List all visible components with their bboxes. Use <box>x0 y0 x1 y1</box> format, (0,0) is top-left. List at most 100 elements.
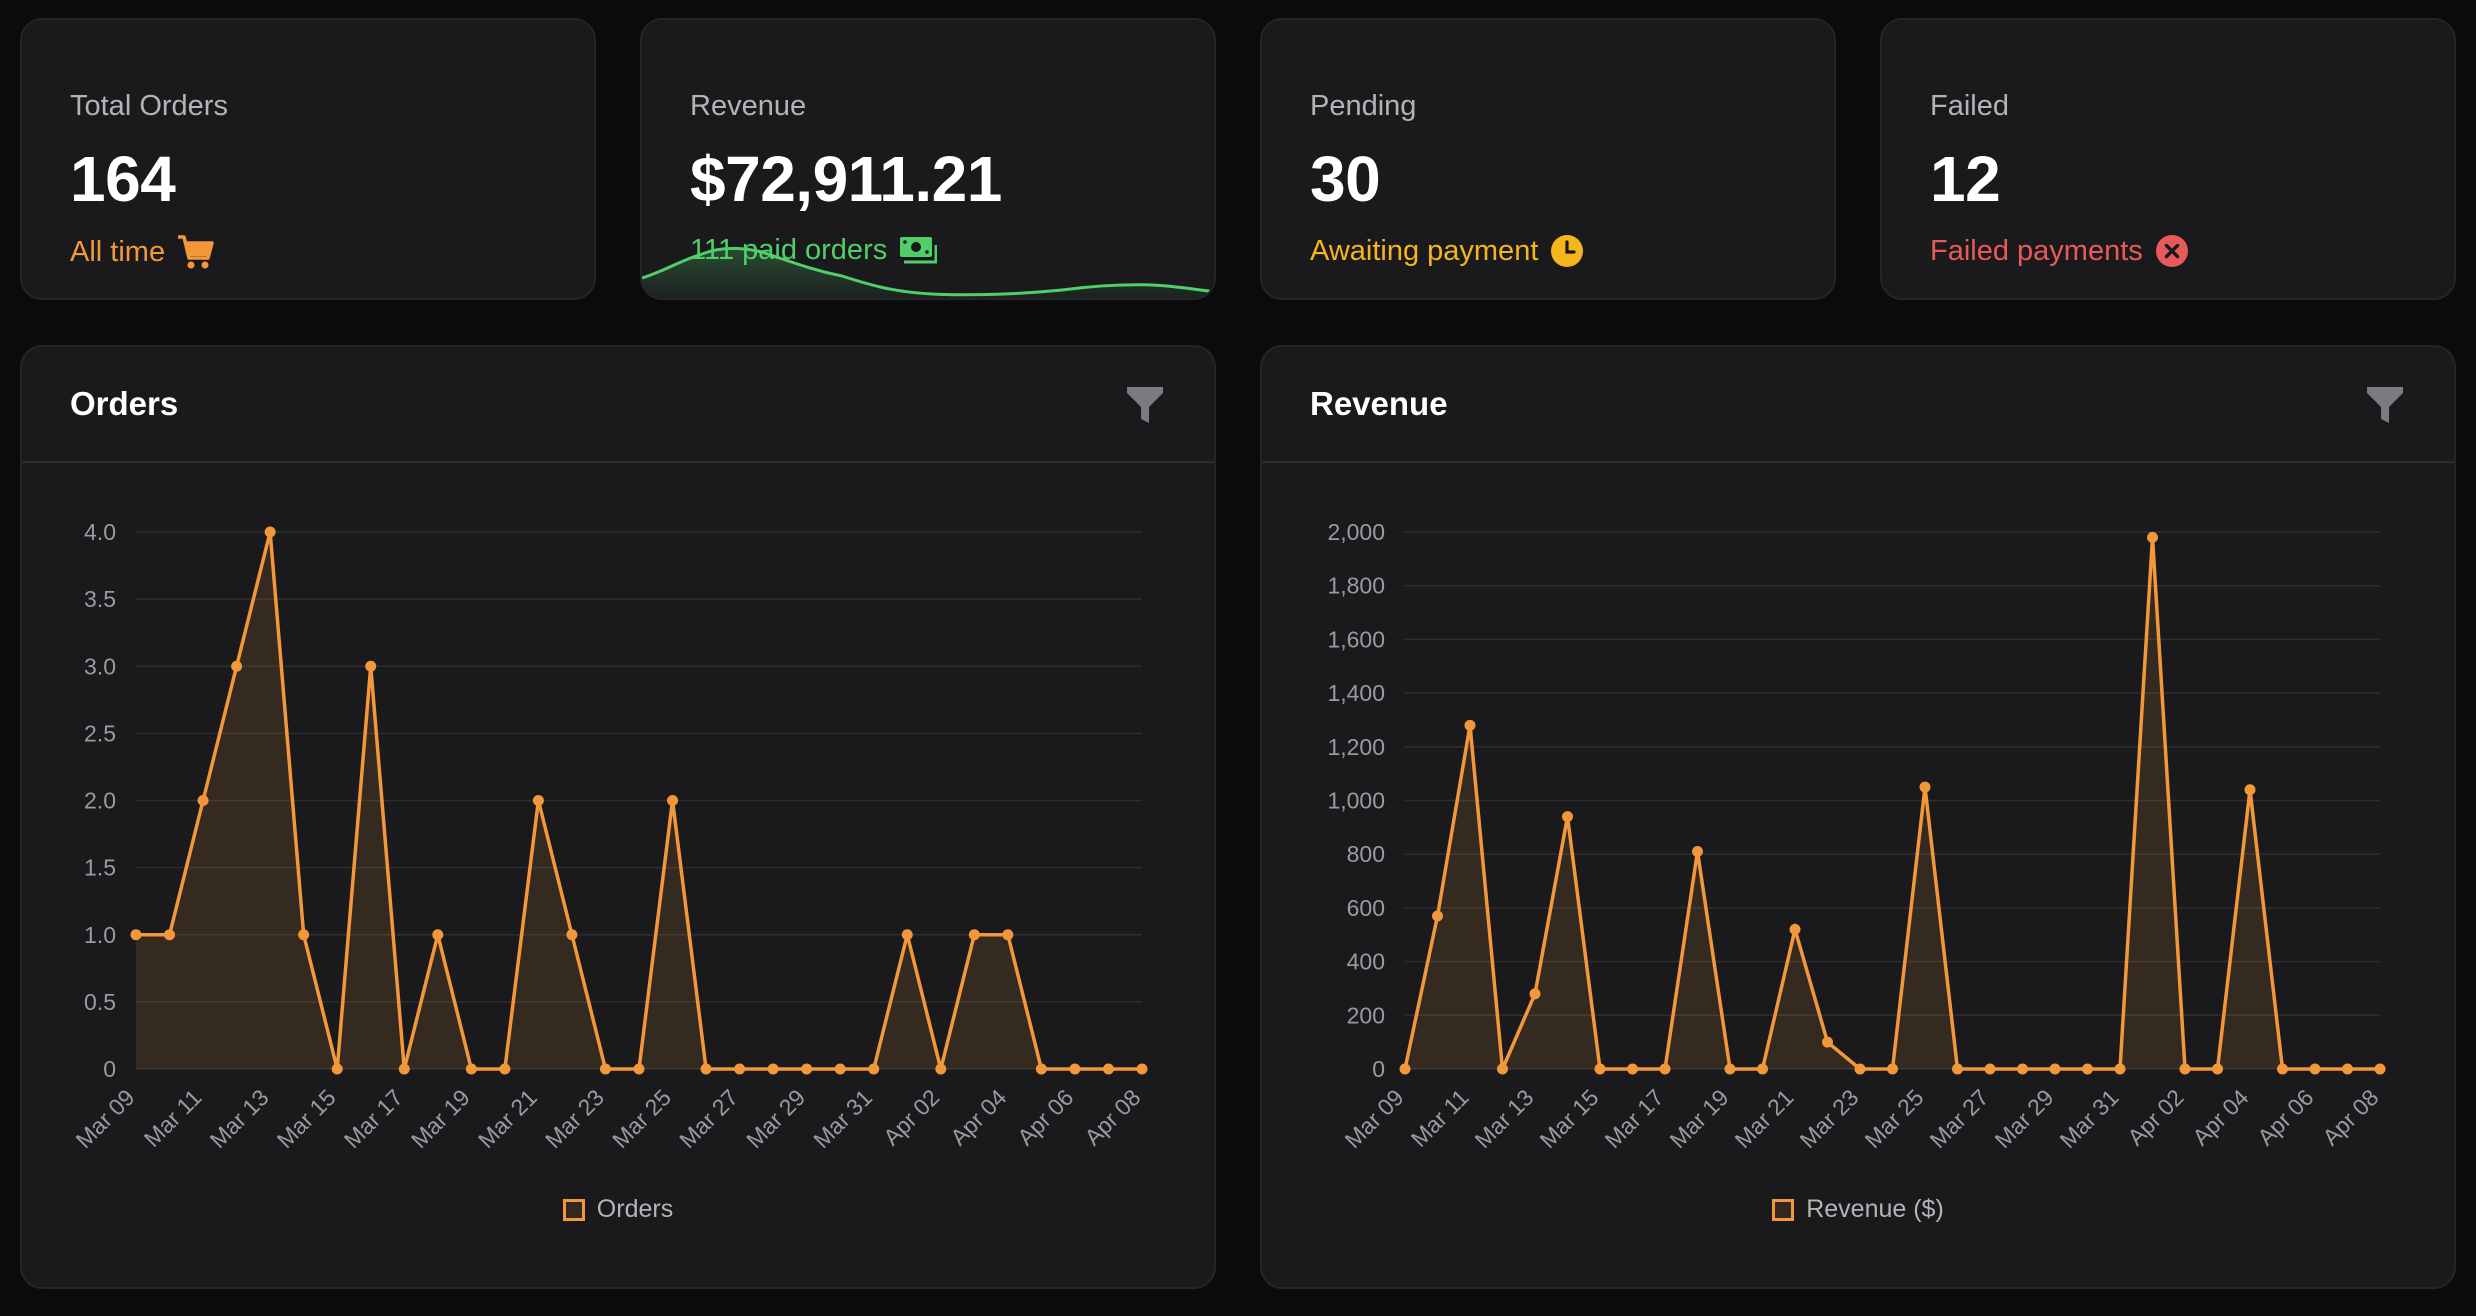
stat-subtitle: Failed payments <box>1930 234 2189 268</box>
data-point <box>2212 1063 2223 1075</box>
x-tick-label: Mar 11 <box>1406 1084 1474 1152</box>
x-tick-label: Mar 29 <box>1990 1084 2059 1153</box>
stat-subtitle-text: All time <box>70 235 166 268</box>
data-point <box>700 1063 712 1075</box>
data-point <box>2147 531 2158 543</box>
data-point <box>2082 1063 2093 1075</box>
y-tick-label: 1,600 <box>1327 626 1385 652</box>
data-point <box>298 929 310 941</box>
y-tick-label: 800 <box>1347 841 1385 867</box>
data-point <box>2309 1063 2321 1075</box>
stat-value: 12 <box>1930 143 2001 215</box>
revenue-line-chart: 0 200 400 600 800 1,000 1,200 1,400 1,600 1,800 2,… <box>1327 519 2386 1153</box>
stat-label: Total Orders <box>70 90 228 122</box>
x-tick-label: Mar 15 <box>1535 1084 1604 1153</box>
data-point <box>164 929 176 941</box>
revenue-sparkline <box>642 246 1214 298</box>
y-tick-label: 1,200 <box>1327 734 1385 760</box>
x-tick-label: Mar 13 <box>205 1084 274 1153</box>
data-point <box>1757 1063 1768 1075</box>
data-point <box>834 1063 846 1075</box>
x-tick-label: Mar 25 <box>1860 1084 1929 1153</box>
x-tick-label: Mar 17 <box>1600 1084 1669 1153</box>
y-tick-label: 4.0 <box>84 519 116 545</box>
stat-card-total-orders: Total Orders 164 All time <box>20 18 596 300</box>
x-tick-label: Mar 13 <box>1470 1084 1539 1153</box>
panel-header: Revenue <box>1262 347 2454 463</box>
data-point <box>465 1063 477 1075</box>
data-point <box>1952 1063 1963 1075</box>
x-tick-label: Mar 19 <box>1665 1084 1734 1153</box>
y-tick-label: 3.5 <box>84 586 116 612</box>
x-tick-label: Mar 29 <box>741 1084 810 1153</box>
legend-label: Revenue ($) <box>1806 1195 1944 1223</box>
data-point <box>264 526 276 538</box>
x-tick-label: Mar 31 <box>2055 1084 2124 1153</box>
x-tick-label: Mar 17 <box>339 1084 408 1153</box>
stat-subtitle-text: Awaiting payment <box>1310 234 1539 267</box>
data-point <box>599 1063 611 1075</box>
filter-icon[interactable] <box>2366 385 2404 425</box>
data-point <box>532 795 544 806</box>
cart-icon <box>177 234 215 270</box>
data-point <box>2017 1063 2028 1075</box>
data-point <box>1659 1063 1671 1075</box>
data-point <box>1562 811 1573 823</box>
panel-header: Orders <box>22 347 1214 463</box>
data-point <box>2342 1063 2353 1075</box>
data-point <box>935 1063 947 1075</box>
x-tick-label: Mar 23 <box>540 1084 609 1153</box>
data-point <box>1789 923 1801 935</box>
x-tick-label: Apr 02 <box>878 1084 944 1150</box>
data-point <box>1919 781 1931 793</box>
x-circle-icon <box>2155 234 2189 268</box>
data-point <box>1529 988 1541 1000</box>
data-point <box>566 929 578 941</box>
data-point <box>197 795 209 806</box>
y-tick-label: 2.5 <box>84 720 116 746</box>
y-tick-label: 2.0 <box>84 788 116 814</box>
stat-card-failed: Failed 12 Failed payments <box>1880 18 2456 300</box>
y-tick-label: 1,400 <box>1327 680 1385 706</box>
data-point <box>1692 846 1703 858</box>
data-point <box>2244 784 2256 796</box>
filter-icon[interactable] <box>1126 385 1164 425</box>
x-tick-label: Mar 27 <box>674 1084 743 1153</box>
data-point <box>1069 1063 1081 1075</box>
x-tick-label: Mar 27 <box>1925 1084 1994 1153</box>
stat-card-revenue: Revenue $72,911.21 111 paid orders <box>640 18 1216 300</box>
x-tick-label: Apr 06 <box>2252 1084 2318 1150</box>
data-point <box>2277 1063 2288 1075</box>
data-point <box>968 929 980 941</box>
x-tick-label: Mar 09 <box>71 1084 140 1153</box>
stat-card-pending: Pending 30 Awaiting payment <box>1260 18 1836 300</box>
data-point <box>1102 1063 1114 1075</box>
data-point <box>2374 1063 2386 1075</box>
y-tick-label: 0 <box>1372 1056 1385 1082</box>
panel-title: Revenue <box>1310 385 1448 422</box>
data-point <box>331 1063 343 1075</box>
data-point <box>734 1063 746 1075</box>
data-point <box>1035 1063 1047 1075</box>
x-tick-label: Mar 31 <box>808 1084 877 1153</box>
y-tick-label: 0.5 <box>84 989 116 1015</box>
y-tick-label: 1,000 <box>1327 788 1385 814</box>
stat-value: 164 <box>70 143 176 215</box>
orders-chart-panel: Orders 0 0.5 1.0 1.5 2.0 2.5 3.0 3.5 4.0 Mar 09 Ma… <box>20 345 1216 1289</box>
x-tick-label: Mar 25 <box>607 1084 676 1153</box>
data-point <box>1822 1036 1833 1048</box>
chart-legend[interactable]: Revenue ($) <box>1262 1195 2454 1224</box>
stat-value: $72,911.21 <box>690 143 1002 215</box>
data-point <box>231 660 243 672</box>
chart-legend[interactable]: Orders <box>22 1195 1214 1224</box>
cash-icon <box>899 235 938 267</box>
x-tick-label: Mar 15 <box>272 1084 341 1153</box>
x-tick-label: Mar 19 <box>406 1084 475 1153</box>
x-tick-label: Mar 09 <box>1340 1084 1409 1153</box>
stat-label: Revenue <box>690 90 807 122</box>
data-point <box>1432 910 1443 922</box>
x-tick-label: Mar 21 <box>473 1084 542 1153</box>
legend-swatch <box>1772 1198 1795 1221</box>
series-area <box>136 532 1142 1069</box>
x-tick-label: Mar 23 <box>1795 1084 1864 1153</box>
